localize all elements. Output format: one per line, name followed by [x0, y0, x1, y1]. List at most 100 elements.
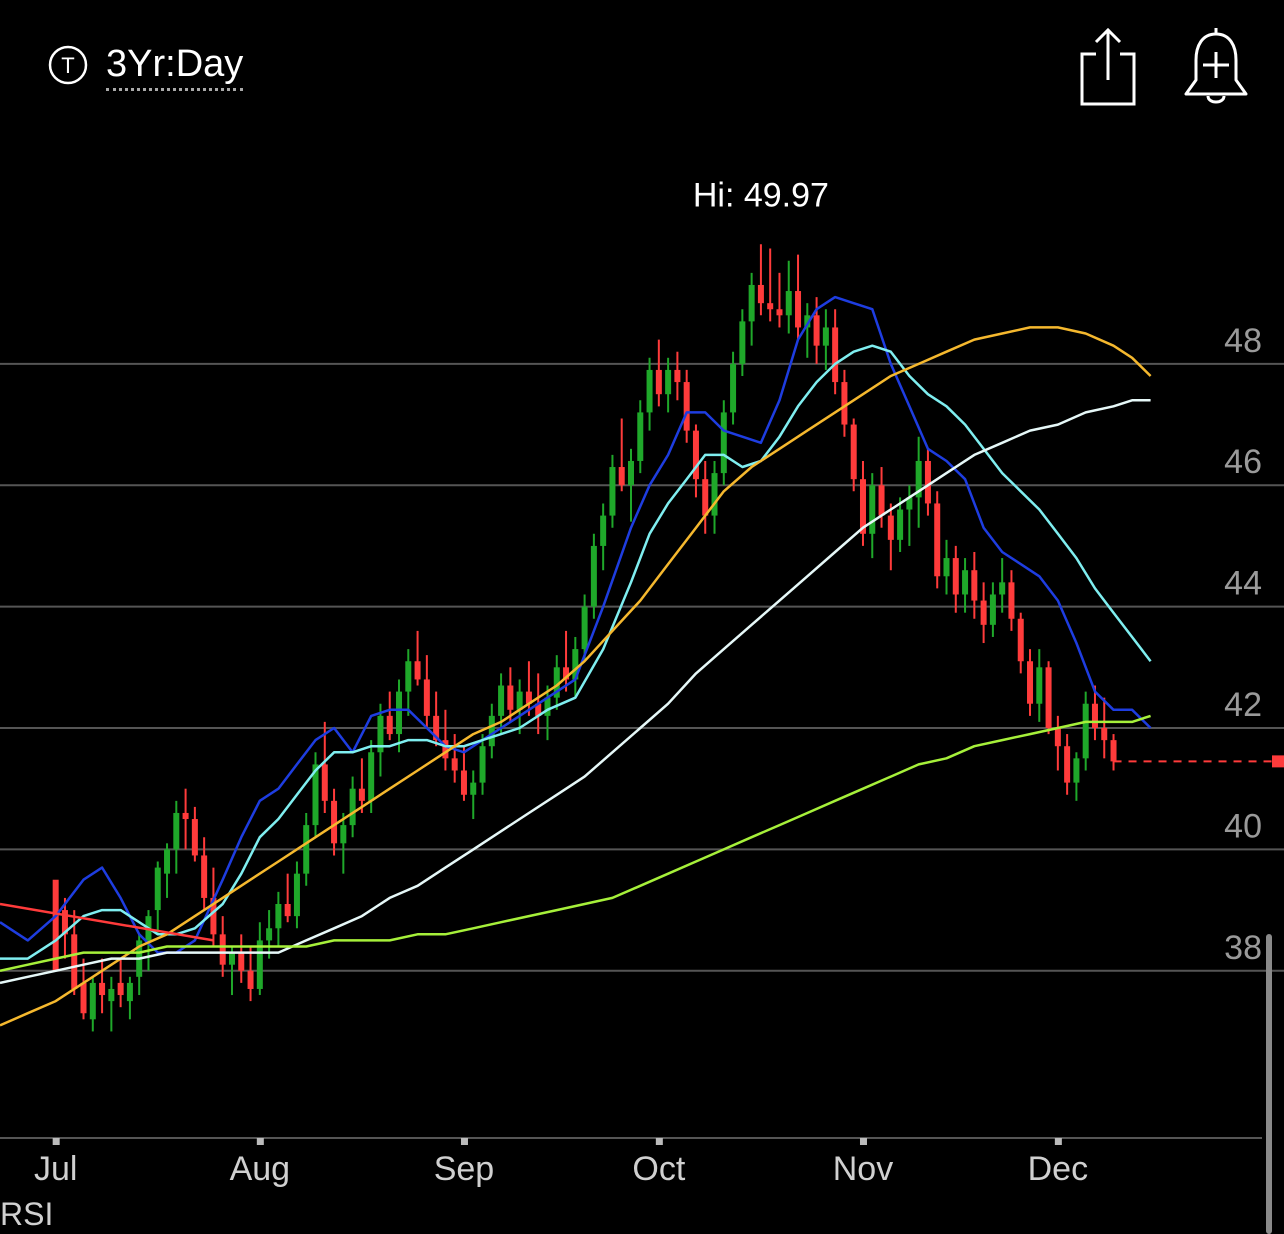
candle-body	[646, 369, 653, 413]
candle-body	[52, 879, 59, 971]
candle-body	[433, 715, 440, 741]
candle-body	[1054, 728, 1061, 747]
share-icon[interactable]	[1074, 24, 1142, 108]
candle-body	[683, 382, 690, 431]
y-tick-label: 44	[1224, 565, 1262, 603]
candle	[479, 734, 486, 795]
y-tick-label: 48	[1224, 322, 1262, 360]
candle-body	[89, 982, 96, 1020]
candle-body	[776, 309, 783, 316]
candle	[228, 946, 235, 996]
candle	[832, 309, 839, 395]
x-tick-mark	[1054, 1138, 1062, 1145]
candle	[1064, 734, 1071, 795]
candle	[498, 673, 505, 735]
candle-body	[414, 661, 421, 680]
y-tick-label: 38	[1224, 929, 1262, 967]
candle-body	[173, 812, 180, 850]
candle	[340, 812, 347, 874]
candle	[609, 454, 616, 528]
candle-body	[609, 467, 616, 516]
candle	[711, 460, 718, 534]
candle-body	[628, 460, 634, 486]
candle-body	[600, 515, 607, 546]
indicator-label[interactable]: RSI	[0, 1196, 54, 1232]
candle-body	[581, 606, 588, 650]
candle-body	[730, 363, 737, 413]
candle-body	[507, 685, 514, 710]
moving-average-line	[0, 326, 1152, 1027]
candle	[201, 837, 208, 911]
range-selector[interactable]: 3Yr:Day	[106, 42, 244, 91]
candle-body	[71, 934, 78, 989]
candle	[906, 485, 913, 546]
candle-body	[293, 873, 300, 917]
candle	[590, 533, 597, 619]
candle-body	[191, 819, 198, 856]
candle-body	[1008, 582, 1015, 619]
x-tick-label: Nov	[833, 1150, 893, 1188]
candle	[266, 910, 273, 959]
candle	[1036, 649, 1043, 722]
candle	[303, 812, 310, 886]
candle	[1017, 612, 1024, 674]
candle-body	[479, 746, 486, 783]
candle	[841, 369, 848, 437]
candle-body	[423, 679, 430, 716]
candle	[460, 746, 467, 801]
candle-body	[451, 758, 458, 771]
candle-body	[804, 315, 811, 328]
candle	[386, 691, 393, 741]
scrollbar[interactable]	[1266, 934, 1272, 1234]
candle	[869, 473, 876, 559]
candle-body	[525, 691, 532, 704]
candle	[1045, 661, 1052, 735]
candle	[275, 891, 282, 947]
candle-body	[999, 582, 1006, 595]
candle	[414, 630, 421, 686]
candle-body	[869, 485, 876, 534]
candle-body	[201, 855, 208, 898]
y-axis-ticks: 38 40 42 44 46 48	[1224, 322, 1262, 967]
candle-body	[655, 369, 662, 395]
candle-body	[80, 982, 87, 1014]
candle	[776, 272, 783, 328]
candle-body	[460, 770, 467, 795]
ticker-circle-icon[interactable]: T	[48, 45, 88, 85]
moving-average-line	[0, 295, 1152, 954]
candle	[1101, 697, 1108, 759]
candle-body	[1027, 661, 1034, 704]
candle-body	[442, 740, 449, 759]
candle	[952, 545, 959, 613]
candle-body	[238, 952, 245, 971]
candle-body	[832, 327, 839, 383]
candle	[563, 630, 570, 692]
candle-body	[878, 485, 885, 516]
candle	[628, 448, 634, 522]
candle-body	[1073, 758, 1080, 783]
y-tick-label: 40	[1224, 807, 1262, 845]
candle	[646, 357, 653, 431]
candle	[1008, 570, 1015, 631]
candle	[126, 976, 133, 1020]
candle	[61, 897, 68, 959]
svg-text:T: T	[61, 53, 74, 78]
candle-body	[618, 467, 625, 486]
candle-body	[1101, 728, 1108, 741]
candle-body	[396, 691, 403, 735]
add-alert-bell-icon[interactable]	[1180, 24, 1252, 108]
candle	[247, 946, 254, 1002]
candle-body	[544, 697, 551, 716]
candle	[164, 843, 171, 898]
candle-body	[711, 473, 718, 516]
candle	[1091, 685, 1098, 741]
candle	[757, 244, 764, 316]
candle-body	[563, 667, 570, 680]
candle-body	[739, 321, 746, 364]
candle	[52, 879, 59, 971]
candle-body	[1036, 667, 1043, 704]
candle-body	[368, 752, 375, 801]
candle	[80, 958, 87, 1020]
high-annotation: Hi: 49.97	[693, 176, 829, 214]
